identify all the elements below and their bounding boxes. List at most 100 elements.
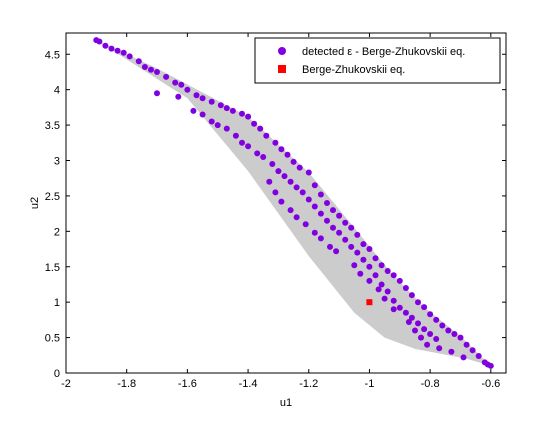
detected-point bbox=[418, 334, 424, 341]
detected-point bbox=[293, 214, 300, 221]
detected-point bbox=[330, 224, 336, 231]
detected-point bbox=[278, 146, 285, 153]
detected-point bbox=[396, 304, 403, 311]
detected-point bbox=[372, 272, 379, 279]
detected-point bbox=[184, 86, 191, 93]
detected-point bbox=[402, 309, 409, 316]
detected-point bbox=[384, 288, 391, 295]
legend-marker-equilibrium bbox=[278, 65, 286, 73]
detected-point bbox=[457, 334, 464, 341]
detected-point bbox=[460, 354, 467, 361]
detected-point bbox=[412, 327, 418, 334]
detected-point bbox=[305, 169, 312, 176]
detected-point bbox=[284, 151, 291, 158]
detected-point bbox=[260, 154, 267, 160]
detected-point bbox=[290, 158, 297, 165]
detected-point bbox=[475, 353, 482, 359]
detected-point bbox=[223, 125, 230, 132]
legend-label-equilibrium: Berge-Zhukovskii eq. bbox=[302, 64, 405, 76]
detected-point bbox=[354, 231, 361, 238]
detected-point bbox=[433, 336, 440, 342]
legend: detected ε - Berge-Zhukovskii eq. Berge-… bbox=[254, 37, 501, 84]
y-axis-label: u2 bbox=[29, 197, 41, 209]
detected-point bbox=[163, 73, 170, 80]
detected-point bbox=[272, 189, 279, 196]
detected-point bbox=[175, 93, 182, 100]
detected-point bbox=[451, 331, 458, 337]
detected-point bbox=[223, 105, 230, 112]
detected-point bbox=[257, 125, 264, 132]
x-tick-label: -2 bbox=[61, 378, 71, 390]
feasible-region bbox=[96, 40, 491, 366]
detected-point bbox=[102, 42, 109, 49]
detected-point bbox=[436, 345, 443, 352]
detected-point bbox=[266, 178, 273, 185]
detected-point bbox=[415, 320, 421, 327]
detected-point bbox=[154, 90, 160, 97]
y-tick-label: 3 bbox=[54, 156, 60, 168]
detected-point bbox=[108, 45, 115, 52]
x-tick-label: -1.8 bbox=[117, 378, 136, 390]
detected-point bbox=[351, 262, 358, 269]
detected-point bbox=[311, 182, 318, 189]
detected-point bbox=[366, 277, 373, 284]
equilibrium-point bbox=[366, 299, 373, 306]
detected-point bbox=[421, 304, 428, 311]
x-axis: -2 -1.8 -1.6 -1.4 -1.2 -1 -0.8 -0.6 bbox=[61, 33, 500, 390]
detected-point bbox=[245, 143, 252, 150]
detected-point bbox=[390, 297, 397, 304]
detected-point bbox=[299, 189, 306, 196]
detected-point bbox=[296, 164, 303, 171]
x-tick-label: -0.6 bbox=[481, 378, 500, 390]
detected-point bbox=[360, 241, 367, 248]
detected-point bbox=[178, 81, 185, 88]
detected-point bbox=[448, 348, 455, 355]
detected-point bbox=[421, 326, 428, 333]
detected-point bbox=[217, 102, 224, 109]
detected-point bbox=[384, 268, 391, 274]
y-tick-label: 0 bbox=[54, 368, 60, 380]
detected-point bbox=[415, 299, 421, 306]
legend-label-detected: detected ε - Berge-Zhukovskii eq. bbox=[302, 46, 465, 58]
detected-point bbox=[287, 207, 294, 214]
detected-point bbox=[214, 122, 221, 129]
detected-point bbox=[390, 306, 397, 313]
detected-point bbox=[120, 49, 127, 56]
detected-point bbox=[408, 314, 415, 321]
detected-point bbox=[239, 110, 245, 117]
detected-point bbox=[405, 319, 412, 325]
x-tick-label: -1 bbox=[365, 378, 375, 390]
detected-point bbox=[463, 341, 470, 348]
detected-point bbox=[317, 191, 324, 198]
detected-point bbox=[381, 295, 388, 302]
detected-point bbox=[141, 64, 148, 70]
detected-point bbox=[263, 132, 270, 139]
detected-point bbox=[342, 236, 349, 243]
detected-point bbox=[96, 38, 103, 45]
detected-point bbox=[317, 210, 324, 217]
detected-point bbox=[199, 95, 206, 102]
detected-point bbox=[311, 203, 318, 210]
detected-point bbox=[375, 286, 382, 293]
detected-point bbox=[239, 139, 245, 146]
detected-point bbox=[390, 272, 397, 279]
detected-point bbox=[208, 98, 215, 105]
x-axis-label: u1 bbox=[280, 397, 292, 409]
detected-point bbox=[402, 285, 409, 291]
detected-point bbox=[327, 243, 333, 250]
detected-point bbox=[333, 248, 340, 255]
detected-point bbox=[378, 262, 385, 269]
detected-point bbox=[445, 327, 452, 334]
detected-point bbox=[357, 270, 364, 277]
detected-point bbox=[372, 255, 379, 262]
y-tick-label: 0.5 bbox=[45, 333, 60, 345]
detected-point bbox=[193, 92, 200, 99]
detected-point bbox=[366, 263, 373, 270]
x-tick-label: -0.8 bbox=[421, 378, 440, 390]
detected-point bbox=[278, 198, 285, 205]
detected-point bbox=[254, 150, 261, 157]
detected-point bbox=[366, 246, 373, 252]
detected-point bbox=[272, 139, 279, 146]
